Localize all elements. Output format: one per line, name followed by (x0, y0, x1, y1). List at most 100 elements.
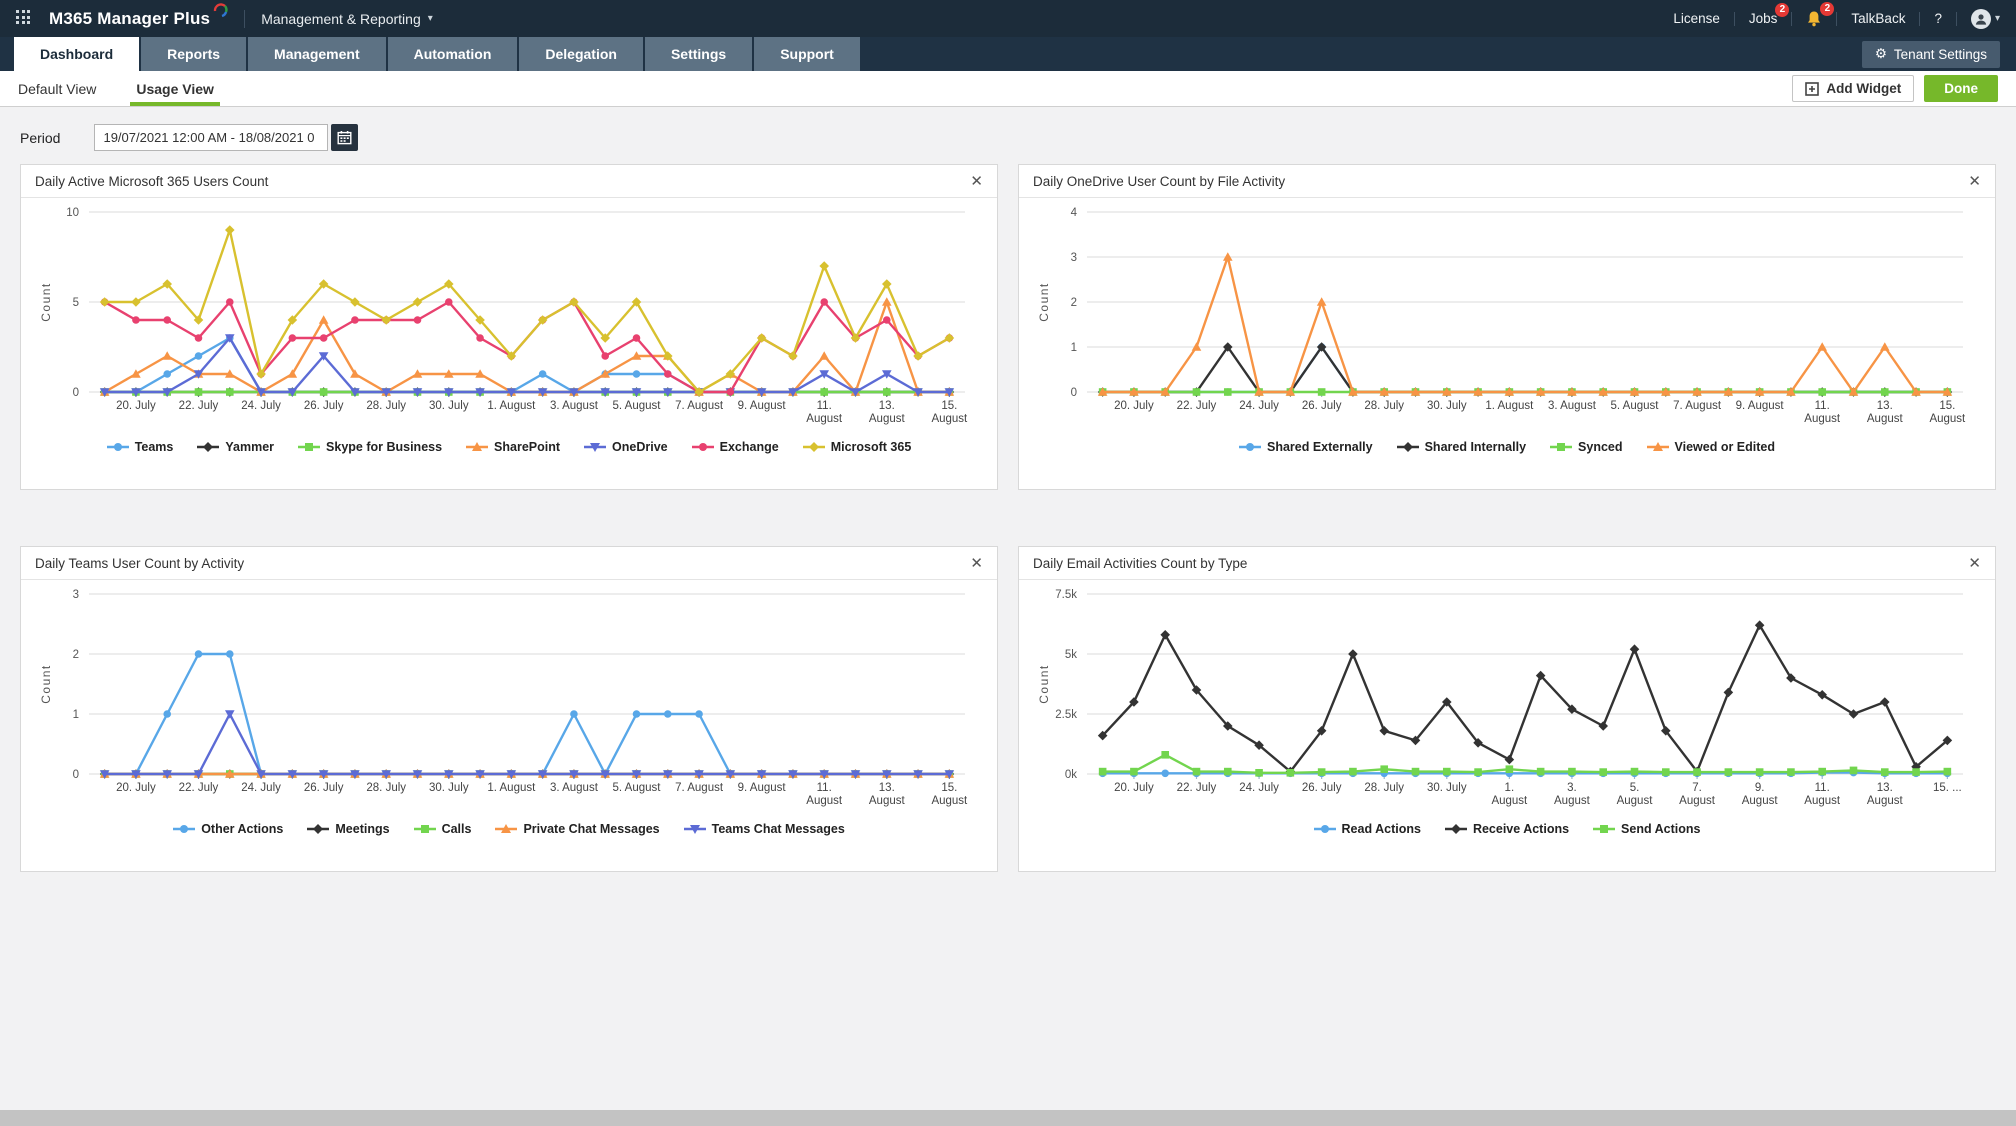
chart-title: Daily OneDrive User Count by File Activi… (1033, 173, 1286, 189)
chart-close-icon[interactable]: ✕ (1968, 554, 1981, 572)
legend-label: Other Actions (201, 822, 284, 836)
legend-item-synced[interactable]: Synced (1550, 440, 1623, 454)
tab-delegation[interactable]: Delegation (519, 37, 643, 71)
svg-text:13.August: 13. August (1867, 782, 1904, 807)
app-logo: M365 Manager Plus (49, 3, 228, 29)
tab-automation[interactable]: Automation (387, 37, 518, 71)
chevron-down-icon: ▾ (427, 13, 433, 24)
svg-text:20. July: 20. July (116, 400, 156, 412)
app-launcher-icon[interactable] (16, 10, 33, 27)
legend-item-read-actions[interactable]: Read Actions (1313, 822, 1421, 836)
user-avatar-icon (1970, 8, 1991, 29)
svg-text:3: 3 (1071, 252, 1077, 264)
legend-item-calls[interactable]: Calls (413, 822, 472, 836)
legend-item-meetings[interactable]: Meetings (307, 822, 390, 836)
add-widget-icon (1805, 81, 1820, 96)
module-tab-bar: Dashboard Reports Management Automation Dele… (0, 37, 2016, 71)
tab-dashboard[interactable]: Dashboard (14, 37, 140, 71)
chart-body: 0 1 2 3 Count 20. July 22. July 24. July 26. Jul… (21, 580, 997, 871)
svg-text:24. July: 24. July (1239, 400, 1279, 412)
legend-item-sharepoint[interactable]: SharePoint (466, 440, 560, 454)
chart-close-icon[interactable]: ✕ (970, 554, 983, 572)
view-tab-usage-view[interactable]: Usage View (130, 71, 220, 106)
legend-item-shared-externally[interactable]: Shared Externally (1238, 440, 1373, 454)
svg-text:22. July: 22. July (179, 782, 219, 794)
legend-item-teams[interactable]: Teams (106, 440, 173, 454)
period-input[interactable] (94, 124, 329, 151)
legend-item-microsoft-365[interactable]: Microsoft 365 (802, 440, 911, 454)
legend-label: Meetings (335, 822, 390, 836)
add-widget-button[interactable]: Add Widget (1792, 75, 1915, 102)
tenant-settings-button[interactable]: ⚙ Tenant Settings (1861, 40, 2000, 68)
svg-text:9. August: 9. August (738, 782, 787, 794)
section-dropdown[interactable]: Management & Reporting ▾ (261, 11, 433, 27)
license-link[interactable]: License (1673, 11, 1720, 26)
chart-legend: Other Actions Meetings Calls Private Chat M… (173, 818, 845, 846)
tab-settings[interactable]: Settings (644, 37, 753, 71)
line-chart: 0 5 10 Count 20. July 22. July 24. July 26. Jul… (39, 207, 968, 425)
square-marker-icon (1593, 825, 1616, 833)
chart-panel-header: Daily Active Microsoft 365 Users Count ✕ (21, 165, 997, 198)
svg-text:1. August: 1. August (1485, 400, 1534, 412)
svg-text:30. July: 30. July (1427, 782, 1467, 794)
tab-support[interactable]: Support (754, 37, 860, 71)
logo-swoosh-icon (212, 2, 228, 23)
legend-item-viewed-or-edited[interactable]: Viewed or Edited (1646, 440, 1775, 454)
legend-label: Calls (441, 822, 472, 836)
svg-text:30. July: 30. July (429, 400, 469, 412)
jobs-badge: 2 (1775, 3, 1790, 17)
gear-icon: ⚙ (1874, 46, 1887, 61)
circle-marker-icon (173, 825, 196, 833)
legend-item-private-chat-messages[interactable]: Private Chat Messages (495, 822, 660, 836)
legend-item-teams-chat-messages[interactable]: Teams Chat Messages (683, 822, 845, 836)
svg-text:3. August: 3. August (550, 400, 599, 412)
svg-text:15.August: 15. August (931, 400, 968, 425)
notifications-bell-icon[interactable]: 2 (1806, 2, 1835, 27)
tab-management[interactable]: Management (248, 37, 386, 71)
legend-label: Receive Actions (1472, 822, 1570, 836)
chart-close-icon[interactable]: ✕ (970, 172, 983, 190)
chart-close-icon[interactable]: ✕ (1968, 172, 1981, 190)
chart-legend: Shared Externally Shared Internally Synced… (1238, 436, 1775, 464)
svg-text:22. July: 22. July (1177, 400, 1217, 412)
svg-text:9. August: 9. August (1736, 400, 1785, 412)
legend-item-yammer[interactable]: Yammer (197, 440, 274, 454)
diamond-marker-icon (307, 824, 330, 834)
legend-item-shared-internally[interactable]: Shared Internally (1396, 440, 1526, 454)
legend-item-exchange[interactable]: Exchange (691, 440, 779, 454)
svg-text:13.August: 13. August (869, 782, 906, 807)
svg-text:2: 2 (73, 649, 79, 661)
svg-text:3.August: 3. August (1554, 782, 1591, 807)
chart-panel: Daily Active Microsoft 365 Users Count ✕ 0… (20, 164, 998, 490)
chart-legend: Read Actions Receive Actions Send Actions (1313, 818, 1700, 846)
legend-item-skype-for-business[interactable]: Skype for Business (298, 440, 442, 454)
svg-text:20. July: 20. July (1114, 400, 1154, 412)
svg-text:20. July: 20. July (1114, 782, 1154, 794)
chart-body: 0 1 2 3 4 Count 20. July 22. July 24. July 26. Ju… (1019, 198, 1995, 489)
diamond-marker-icon (1396, 442, 1419, 452)
jobs-link[interactable]: Jobs 2 (1749, 3, 1790, 26)
talkback-link[interactable]: TalkBack (1851, 11, 1906, 26)
svg-text:1. August: 1. August (487, 782, 536, 794)
top-bar: M365 Manager Plus Management & Reporting… (0, 0, 2016, 37)
chart-panel-header: Daily Teams User Count by Activity ✕ (21, 547, 997, 580)
legend-item-receive-actions[interactable]: Receive Actions (1444, 822, 1570, 836)
view-tab-default-view[interactable]: Default View (18, 80, 97, 97)
svg-text:28. July: 28. July (1364, 400, 1404, 412)
legend-item-other-actions[interactable]: Other Actions (173, 822, 283, 836)
legend-item-send-actions[interactable]: Send Actions (1593, 822, 1700, 836)
svg-text:Count: Count (1037, 664, 1051, 704)
legend-item-onedrive[interactable]: OneDrive (584, 440, 668, 454)
chart-panel: Daily OneDrive User Count by File Activi… (1018, 164, 1996, 490)
svg-text:24. July: 24. July (1239, 782, 1279, 794)
done-button[interactable]: Done (1924, 75, 1998, 102)
chart-title: Daily Active Microsoft 365 Users Count (35, 173, 269, 189)
calendar-button[interactable] (331, 124, 359, 151)
svg-text:3: 3 (73, 589, 79, 601)
user-menu[interactable]: ▾ (1970, 8, 2000, 29)
tab-reports[interactable]: Reports (141, 37, 247, 71)
line-chart: 0 1 2 3 4 Count 20. July 22. July 24. July 26. Ju… (1037, 207, 1966, 425)
bottom-scroll-strip[interactable] (0, 1110, 2016, 1126)
legend-label: Skype for Business (326, 440, 443, 454)
help-link[interactable]: ? (1934, 11, 1942, 26)
